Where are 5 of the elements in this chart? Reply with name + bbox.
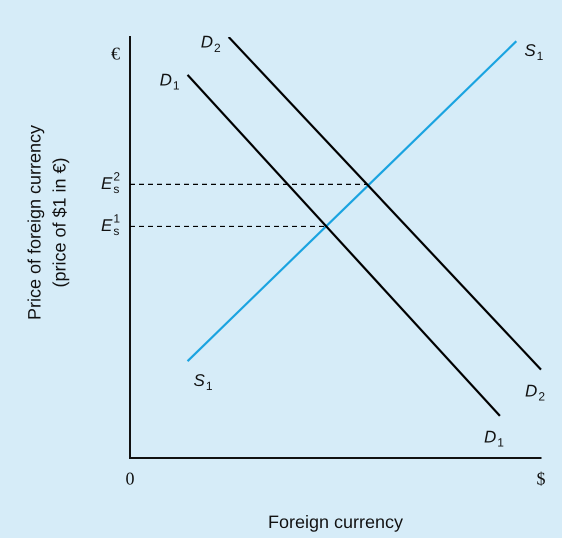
x-axis-title: Foreign currency bbox=[268, 512, 404, 532]
text: 0 bbox=[126, 468, 134, 489]
y-axis-title: Price of foreign currency (price of $1 in €) bbox=[24, 124, 70, 320]
text: € bbox=[111, 44, 120, 64]
text: $ bbox=[536, 468, 546, 489]
